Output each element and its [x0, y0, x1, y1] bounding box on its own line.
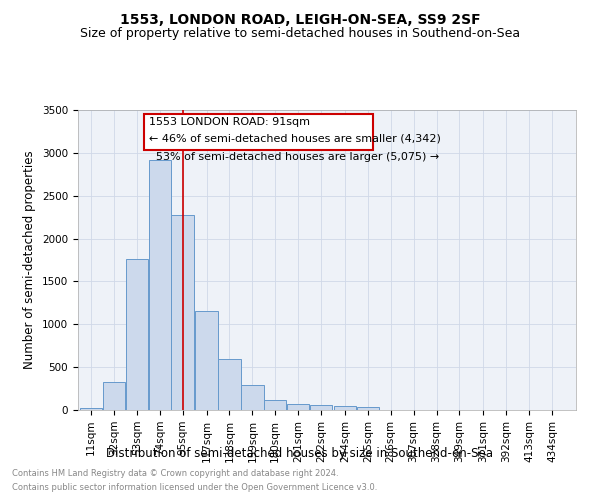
Text: Distribution of semi-detached houses by size in Southend-on-Sea: Distribution of semi-detached houses by …: [107, 448, 493, 460]
Bar: [103, 382, 125, 410]
Bar: [80, 408, 102, 410]
Text: Contains HM Land Registry data © Crown copyright and database right 2024.: Contains HM Land Registry data © Crown c…: [12, 468, 338, 477]
FancyBboxPatch shape: [145, 114, 373, 150]
Text: 53% of semi-detached houses are larger (5,075) →: 53% of semi-detached houses are larger (…: [149, 152, 440, 162]
Bar: [264, 400, 286, 410]
Bar: [149, 160, 171, 410]
Text: 1553, LONDON ROAD, LEIGH-ON-SEA, SS9 2SF: 1553, LONDON ROAD, LEIGH-ON-SEA, SS9 2SF: [119, 12, 481, 26]
Text: Size of property relative to semi-detached houses in Southend-on-Sea: Size of property relative to semi-detach…: [80, 28, 520, 40]
Bar: [196, 310, 218, 410]
Text: 1553 LONDON ROAD: 91sqm: 1553 LONDON ROAD: 91sqm: [149, 118, 310, 128]
Bar: [287, 404, 309, 410]
Bar: [310, 406, 332, 410]
Bar: [218, 358, 241, 410]
Y-axis label: Number of semi-detached properties: Number of semi-detached properties: [23, 150, 37, 370]
Bar: [334, 406, 356, 410]
Text: Contains public sector information licensed under the Open Government Licence v3: Contains public sector information licen…: [12, 484, 377, 492]
Bar: [172, 216, 194, 410]
Bar: [125, 259, 148, 410]
Text: ← 46% of semi-detached houses are smaller (4,342): ← 46% of semi-detached houses are smalle…: [149, 134, 442, 144]
Bar: [356, 408, 379, 410]
Bar: [241, 384, 263, 410]
